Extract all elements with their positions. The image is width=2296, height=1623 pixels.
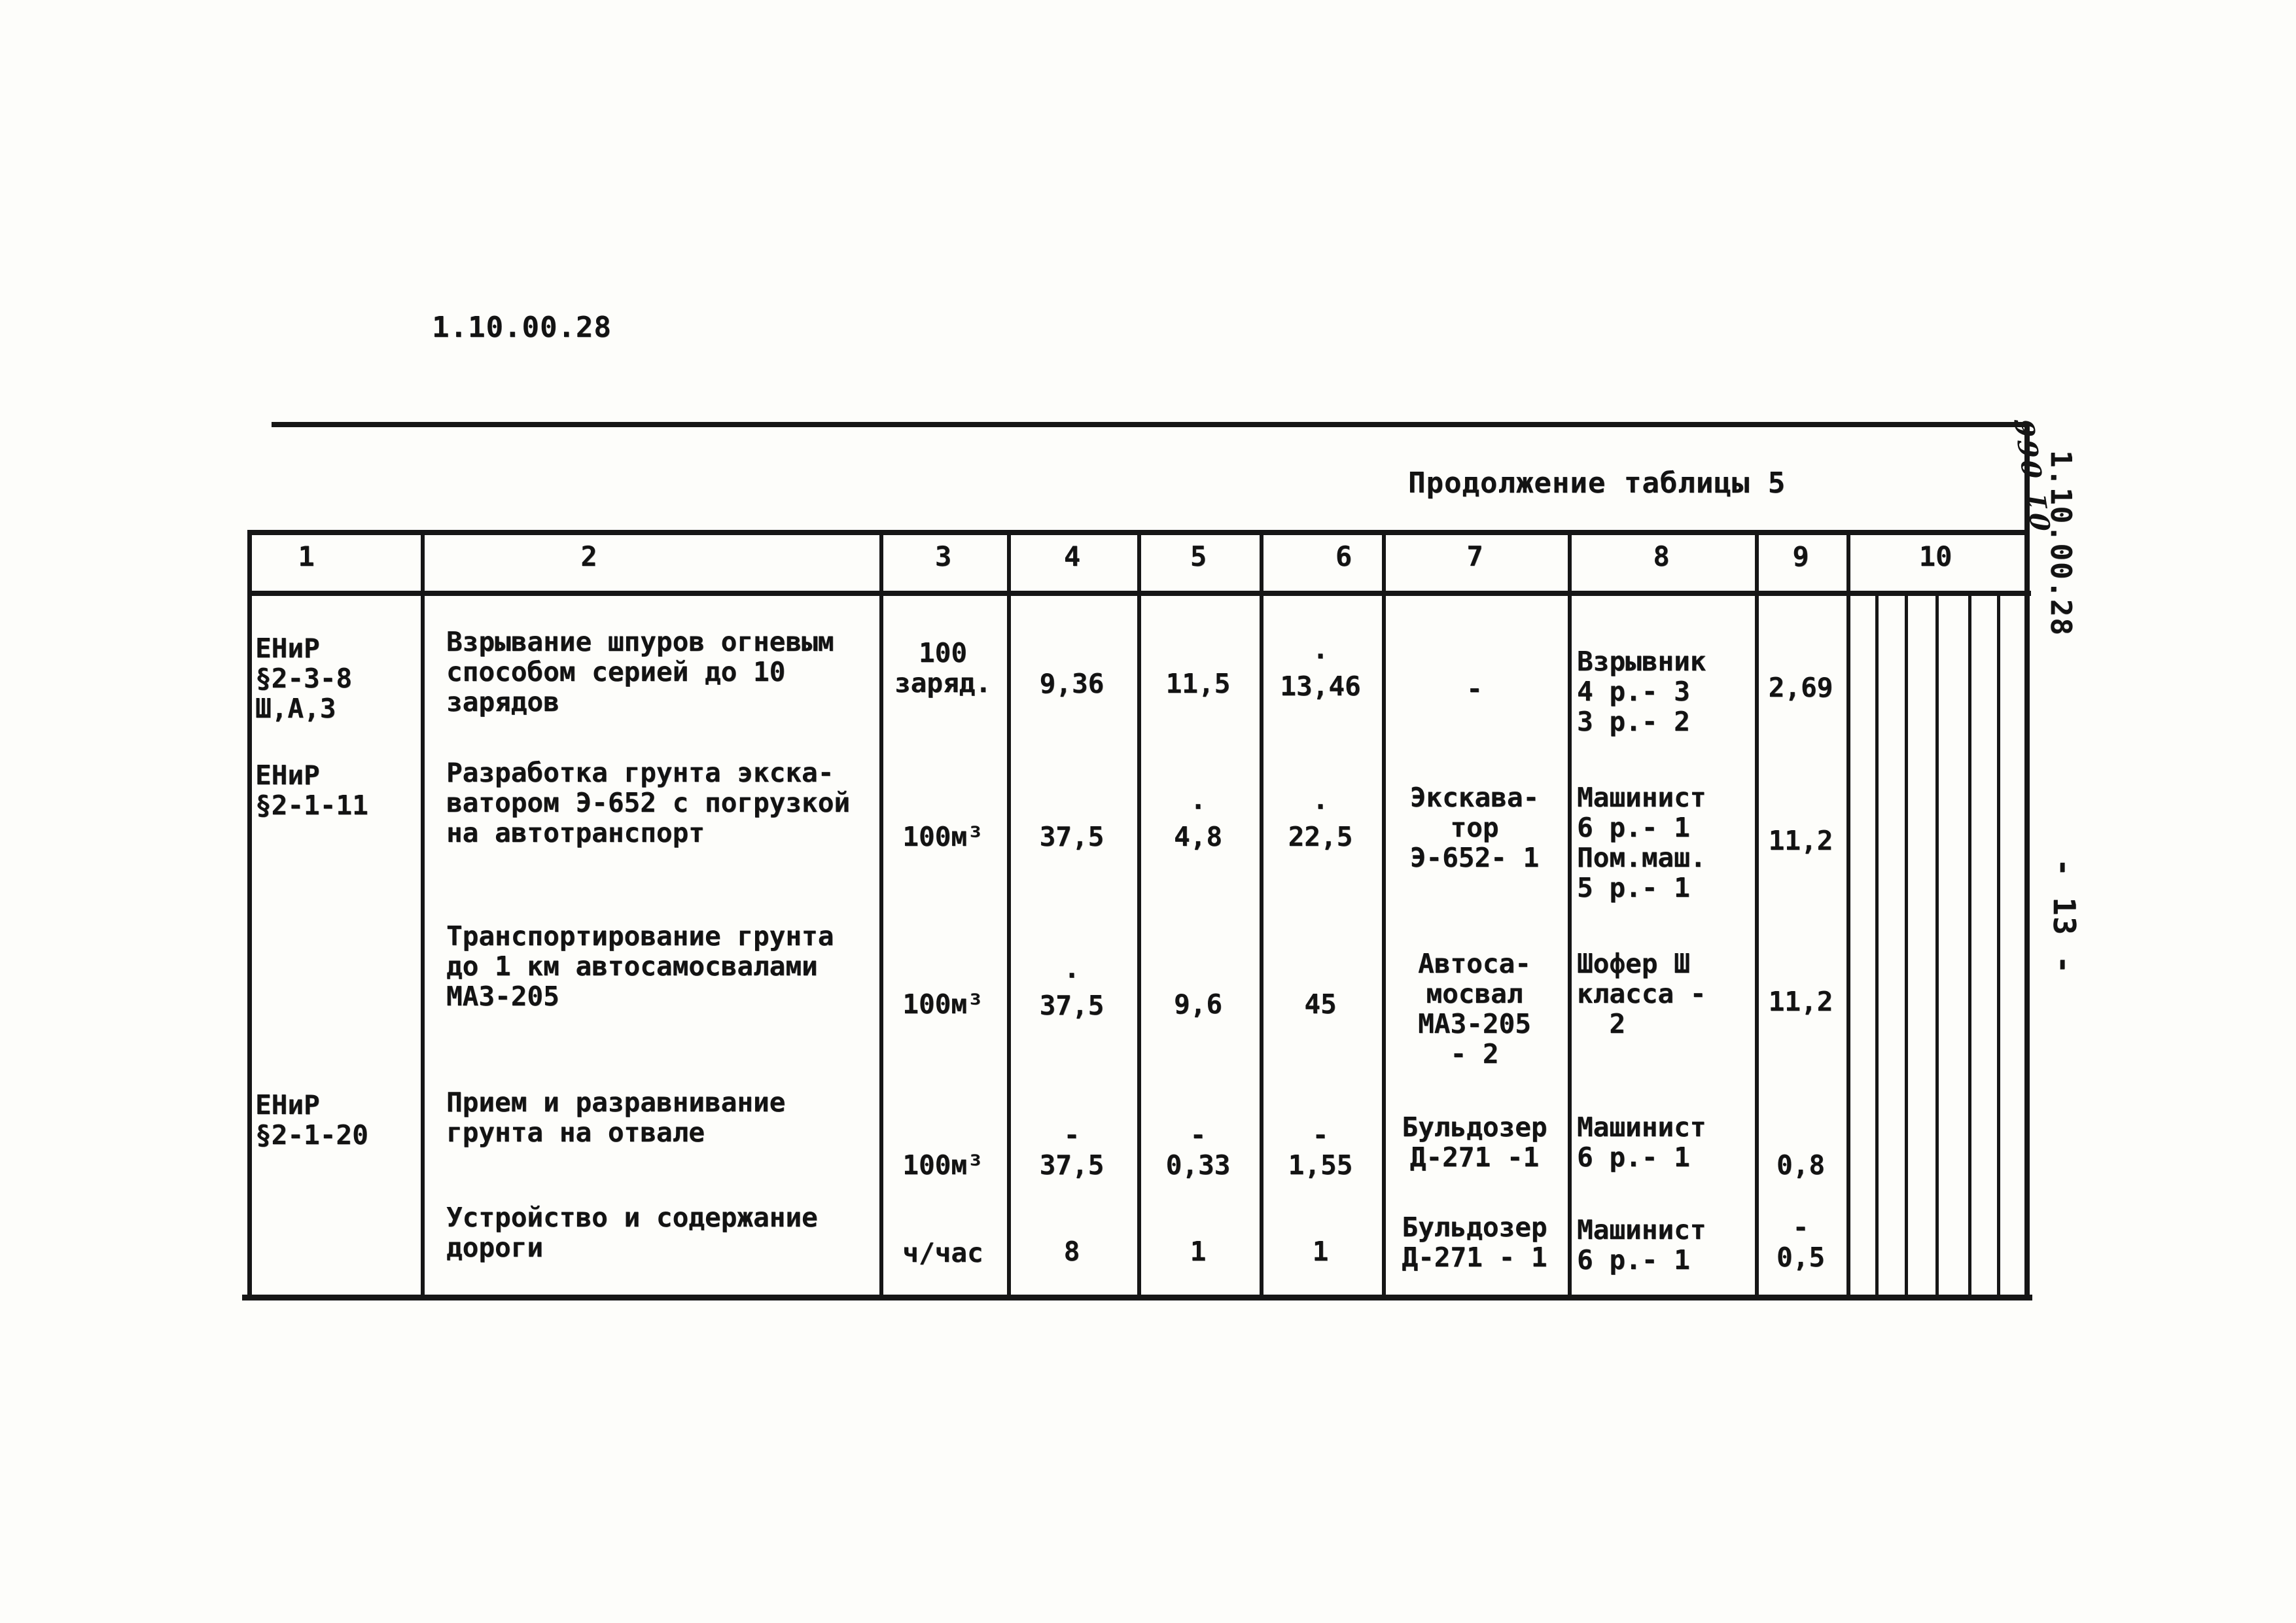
cell-r2-c4: 37,5 — [1039, 821, 1104, 852]
column-header-4: 4 — [1063, 540, 1081, 572]
cell-r4-description: Прием и разравнивание грунта на отвале — [446, 1087, 786, 1148]
cell-r5-c9: - 0,5 — [1776, 1212, 1826, 1273]
cell-r2-code: ЕНиР §2-1-11 — [255, 759, 368, 821]
column10-hatch-line — [1997, 596, 2000, 1296]
cell-r2-c6: · 22,5 — [1288, 791, 1353, 852]
cell-r2-c9: 11,2 — [1768, 825, 1833, 856]
column-divider-6-7 — [1382, 530, 1386, 1297]
column-divider-9-10 — [1846, 530, 1850, 1297]
cell-r3-c6: 45 — [1304, 988, 1337, 1020]
cell-r1-unit: 100 заряд. — [894, 637, 992, 699]
cell-r2-crew: Машинист 6 р.- 1 Пом.маш. 5 р.- 1 — [1577, 782, 1706, 903]
cell-r1-c4: 9,36 — [1039, 668, 1104, 699]
column-divider-4-5 — [1137, 530, 1141, 1297]
table-caption: Продолжение таблицы 5 — [1408, 466, 1786, 500]
cell-r5-c6: 1 — [1312, 1236, 1329, 1267]
cell-r1-crew: Взрывник 4 р.- 3 3 р.- 2 — [1577, 646, 1706, 737]
cell-r3-unit: 100м³ — [902, 988, 983, 1020]
column-header-10: 10 — [1918, 540, 1952, 572]
column-header-3: 3 — [934, 540, 952, 572]
cell-r4-unit: 100м³ — [902, 1149, 983, 1181]
cell-r3-c5: 9,6 — [1173, 988, 1223, 1020]
cell-r1-code: ЕНиР §2-3-8 Ш,А,3 — [255, 633, 353, 724]
column10-hatch-line — [1905, 596, 1908, 1296]
cell-r1-c5: 11,5 — [1165, 668, 1231, 699]
cell-r1-c6: · 13,46 — [1280, 640, 1361, 702]
cell-r4-crew: Машинист 6 р.- 1 — [1577, 1111, 1706, 1173]
cell-r4-c6: - 1,55 — [1288, 1119, 1353, 1181]
column-divider-3-4 — [1007, 530, 1011, 1297]
column-header-8: 8 — [1653, 540, 1670, 572]
cell-r5-crew: Машинист 6 р.- 1 — [1577, 1214, 1706, 1276]
column-header-7: 7 — [1466, 540, 1483, 572]
column-header-6: 6 — [1335, 540, 1352, 572]
cell-r1-c7: - — [1466, 673, 1483, 705]
table-bottom-border — [242, 1295, 2032, 1300]
cell-r2-unit: 100м³ — [902, 821, 983, 852]
column10-hatch-line — [1968, 596, 1971, 1296]
cell-r4-c4: - 37,5 — [1039, 1119, 1104, 1181]
cell-r5-unit: ч/час — [902, 1237, 983, 1268]
column10-hatch-line — [1935, 596, 1939, 1296]
cell-r5-machine: Бульдозер Д-271 - 1 — [1402, 1212, 1547, 1273]
table-top-border — [272, 422, 2030, 427]
cell-r5-c5: 1 — [1190, 1236, 1207, 1267]
cell-r4-code: ЕНиР §2-1-20 — [255, 1089, 368, 1151]
column10-hatch-line — [1875, 596, 1879, 1296]
column-header-9: 9 — [1792, 540, 1809, 572]
cell-r2-machine: Экскава- тор Э-652- 1 — [1409, 782, 1540, 873]
cell-r1-c9: 2,69 — [1768, 672, 1833, 703]
column-divider-2-3 — [879, 530, 883, 1297]
cell-r5-description: Устройство и содержание дороги — [446, 1202, 818, 1263]
column-header-2: 2 — [580, 540, 597, 572]
column-divider-8-9 — [1755, 530, 1759, 1297]
column-header-1: 1 — [298, 540, 315, 572]
cell-r4-c9: 0,8 — [1776, 1149, 1826, 1181]
cell-r3-crew: Шофер Ш класса - 2 — [1577, 948, 1706, 1039]
column-divider-7-8 — [1568, 530, 1572, 1297]
cell-r2-c5: · 4,8 — [1173, 791, 1223, 852]
cell-r2-description: Разработка грунта экска- ватором Э-652 с… — [446, 757, 851, 848]
side-doc-number: 1.10.00.28 — [2044, 450, 2077, 637]
column-divider-1-2 — [421, 530, 425, 1297]
doc-number-top: 1.10.00.28 — [432, 311, 612, 344]
cell-r5-c4: 8 — [1063, 1236, 1080, 1267]
cell-r3-c9: 11,2 — [1768, 986, 1833, 1017]
table-right-border — [2024, 422, 2030, 1300]
cell-r3-description: Транспортирование грунта до 1 км автосам… — [446, 920, 834, 1012]
table-left-border — [247, 530, 252, 1300]
cell-r1-description: Взрывание шпуров огневым способом серией… — [446, 626, 834, 718]
cell-r3-machine: Автоса- мосвал МАЗ-205 - 2 — [1418, 948, 1531, 1070]
side-page-number: - 13 - — [2047, 858, 2082, 975]
column-divider-5-6 — [1260, 530, 1263, 1297]
cell-r4-c5: - 0,33 — [1165, 1119, 1231, 1181]
column-header-5: 5 — [1190, 540, 1207, 572]
cell-r4-machine: Бульдозер Д-271 -1 — [1402, 1111, 1547, 1173]
cell-r3-c4: · 37,5 — [1039, 960, 1104, 1021]
